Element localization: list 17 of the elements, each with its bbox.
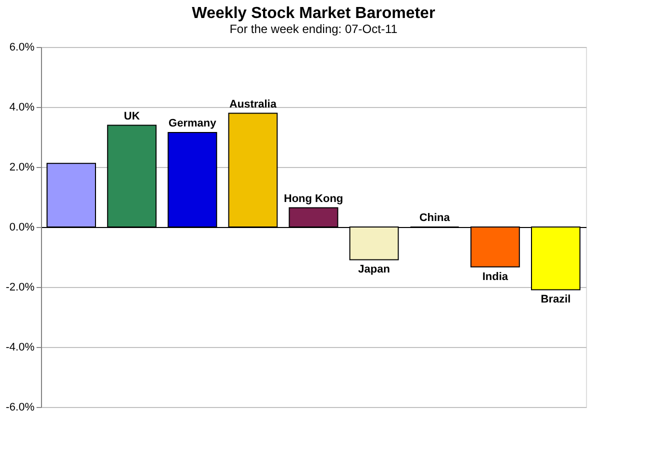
y-tick-label: -4.0% [6, 342, 35, 354]
y-tick-label: 2.0% [9, 162, 35, 174]
chart-subtitle: For the week ending: 07-Oct-11 [230, 22, 398, 36]
x-tick-label: Germany [168, 118, 218, 130]
x-tick-label: Japan [358, 264, 390, 276]
x-tick-label: Australia [229, 98, 278, 110]
x-tick-label: India [482, 270, 509, 283]
y-tick-label: -6.0% [6, 402, 35, 414]
chart-title: Weekly Stock Market Barometer [192, 5, 436, 22]
y-tick-label: 0.0% [9, 222, 35, 234]
x-tick-label: Brazil [540, 294, 571, 306]
y-tick-label: -2.0% [6, 282, 35, 294]
x-tick-label: China [419, 212, 451, 224]
y-tick-label: 6.0% [9, 42, 35, 54]
x-tick-label: UK [124, 110, 140, 122]
x-tick-label: Hong Kong [284, 192, 344, 205]
y-tick-label: 4.0% [9, 102, 35, 114]
